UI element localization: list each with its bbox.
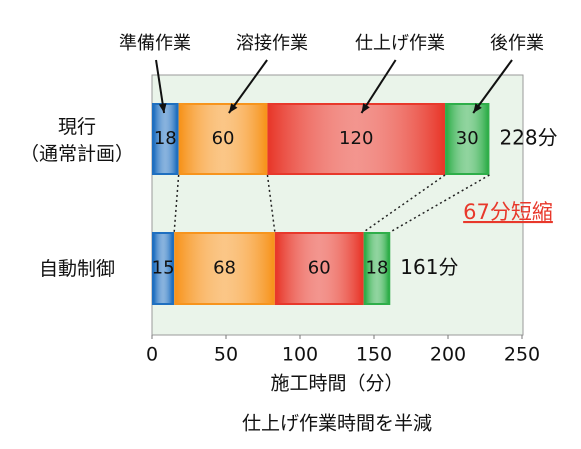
bar-shade — [365, 234, 389, 303]
bar-shade — [180, 105, 266, 173]
x-tick-label: 200 — [430, 344, 466, 366]
bar-shade — [269, 105, 444, 173]
value-label: 68 — [213, 258, 236, 279]
x-tick-label: 0 — [146, 344, 158, 366]
arrow-head — [473, 103, 482, 113]
category-label: 現行 （通常計画） — [19, 116, 134, 165]
x-axis-label: 施工時間（分） — [270, 373, 403, 395]
value-label: 60 — [212, 128, 235, 149]
arrow-shaft — [228, 59, 268, 114]
legend-label: 仕上げ作業 — [355, 33, 445, 54]
arrow-head — [361, 103, 370, 113]
arrow-head — [158, 103, 167, 113]
arrow-head — [228, 103, 238, 113]
annotation: 67分短縮 — [463, 200, 553, 224]
bar-shade — [176, 234, 273, 303]
connector — [363, 174, 446, 233]
arrow-shaft — [360, 59, 397, 114]
x-tick-label: 150 — [356, 344, 392, 366]
caption: 仕上げ作業時間を半減 — [242, 413, 432, 435]
value-label: 15 — [152, 258, 175, 279]
x-tick-label: 100 — [282, 344, 318, 366]
value-label: 18 — [154, 128, 177, 149]
value-label: 60 — [308, 258, 331, 279]
connector — [389, 174, 490, 233]
total-label: 228分 — [499, 126, 557, 150]
value-label: 18 — [366, 258, 389, 279]
legend-label: 後作業 — [490, 33, 544, 54]
x-tick-label: 250 — [504, 344, 540, 366]
value-label: 30 — [456, 128, 479, 149]
x-tick-label: 50 — [214, 344, 238, 366]
bar-shade — [447, 105, 488, 173]
bar-shade — [154, 234, 173, 303]
value-label: 120 — [339, 128, 373, 149]
bar-shade — [154, 105, 177, 173]
bar-shade — [276, 234, 362, 303]
arrow-shaft — [472, 59, 513, 114]
legend-label: 溶接作業 — [236, 33, 308, 54]
legend-label: 準備作業 — [119, 33, 191, 54]
category-label: 自動制御 — [38, 258, 115, 280]
total-label: 161分 — [400, 255, 458, 279]
